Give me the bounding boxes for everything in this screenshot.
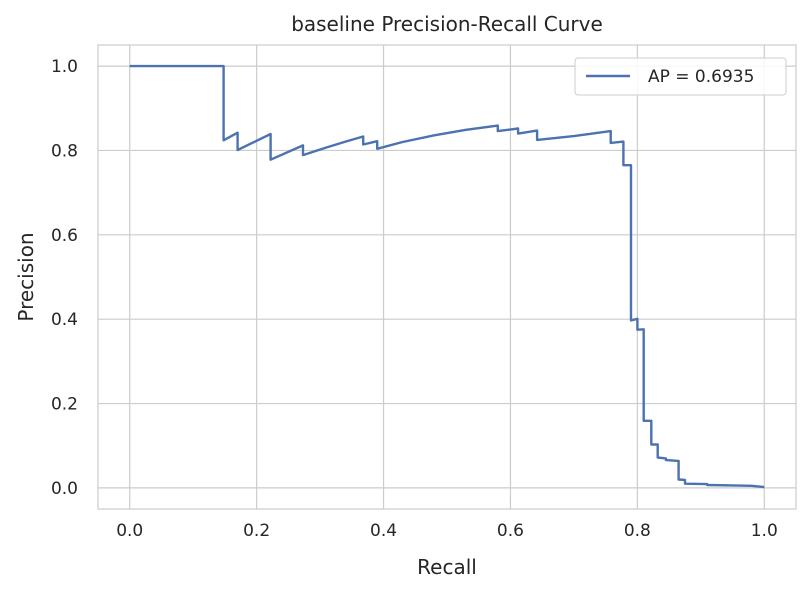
x-tick-labels: 0.0 0.2 0.4 0.6 0.8 1.0 xyxy=(116,521,778,541)
x-tick-label: 0.8 xyxy=(624,521,651,541)
legend-label: AP = 0.6935 xyxy=(648,67,754,87)
legend-box xyxy=(574,57,787,96)
y-tick-labels: 0.0 0.2 0.4 0.6 0.8 1.0 xyxy=(51,57,78,499)
y-tick-label: 0.2 xyxy=(51,395,78,415)
x-tick-label: 1.0 xyxy=(751,521,778,541)
y-axis-label: Precision xyxy=(14,232,38,321)
x-tick-label: 0.4 xyxy=(370,521,397,541)
y-tick-label: 0.6 xyxy=(51,226,78,246)
grid-lines xyxy=(98,45,796,509)
x-axis-label: Recall xyxy=(417,555,477,579)
y-tick-label: 0.0 xyxy=(51,479,78,499)
x-tick-label: 0.0 xyxy=(116,521,143,541)
plot-frame xyxy=(97,44,797,510)
x-tick-label: 0.2 xyxy=(243,521,270,541)
series-line xyxy=(129,64,765,489)
y-tick-label: 0.4 xyxy=(51,310,78,330)
x-tick-label: 0.6 xyxy=(497,521,524,541)
y-tick-label: 1.0 xyxy=(51,57,78,77)
chart-title: baseline Precision-Recall Curve xyxy=(291,12,603,36)
y-tick-label: 0.8 xyxy=(51,141,78,161)
legend: AP = 0.6935 xyxy=(574,57,787,96)
